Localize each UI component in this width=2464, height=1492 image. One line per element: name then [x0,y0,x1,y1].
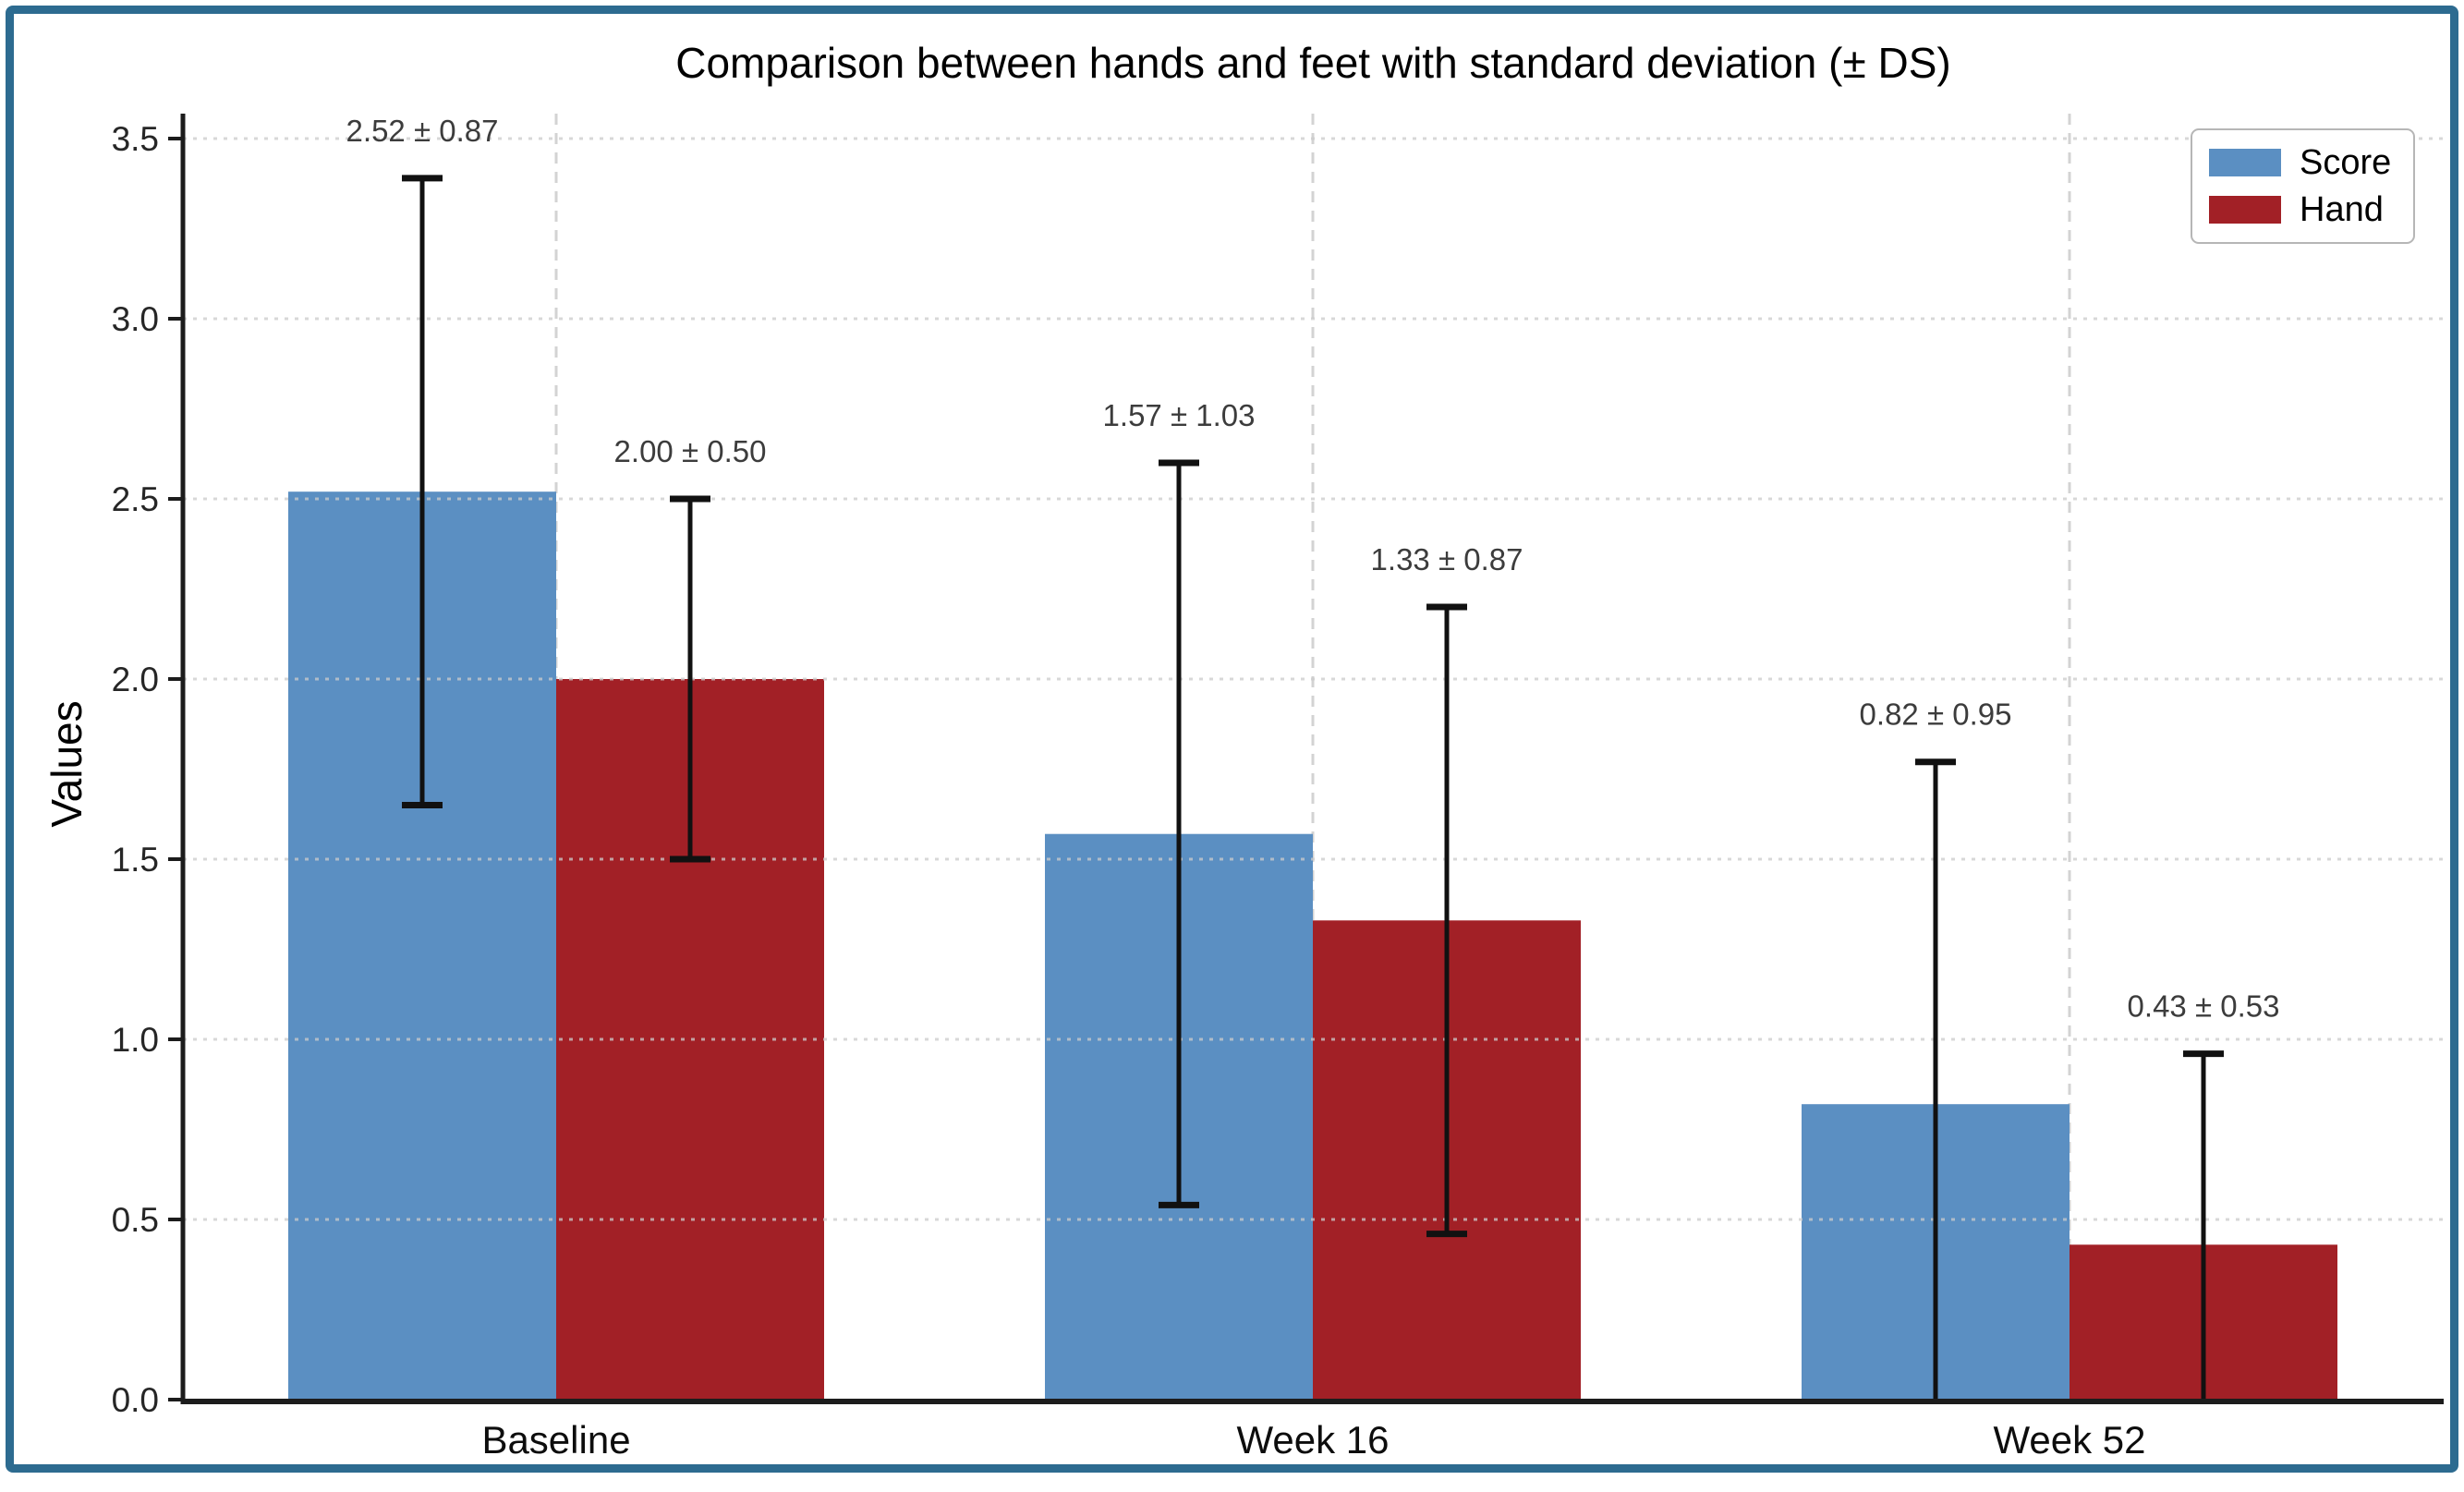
x-tick-label: Baseline [481,1418,630,1462]
value-annotation: 1.33 ± 0.87 [1371,542,1523,576]
legend-box: Score Hand [2191,128,2415,244]
value-annotation: 0.82 ± 0.95 [1860,697,2012,732]
legend-label: Score [2300,145,2391,180]
x-tick-label: Week 16 [1237,1418,1390,1462]
y-tick-label: 0.5 [112,1201,159,1239]
legend-entry-hand: Hand [2209,192,2391,227]
value-annotation: 2.52 ± 0.87 [346,114,499,148]
y-tick-label: 2.5 [112,480,159,518]
y-tick-label: 2.0 [112,661,159,698]
value-annotation: 0.43 ± 0.53 [2128,989,2280,1024]
x-tick-label: Week 52 [1994,1418,2146,1462]
legend-label: Hand [2300,192,2384,227]
value-annotation: 2.00 ± 0.50 [614,434,767,468]
chart-plot-area: 2.52 ± 0.87 1.57 ± 1.03 0.82 ± 0.95 2.00 ± … [14,14,2464,1492]
y-tick-label: 0.0 [112,1381,159,1419]
y-tick-label: 1.0 [112,1021,159,1059]
legend-swatch-score [2209,149,2281,176]
legend-entry-score: Score [2209,145,2391,180]
figure-frame: Comparison between hands and feet with s… [6,6,2458,1473]
value-annotation: 1.57 ± 1.03 [1103,398,1256,432]
y-tick-label: 1.5 [112,841,159,879]
y-tick-label: 3.0 [112,300,159,338]
y-tick-label: 3.5 [112,120,159,158]
legend-swatch-hand [2209,196,2281,224]
